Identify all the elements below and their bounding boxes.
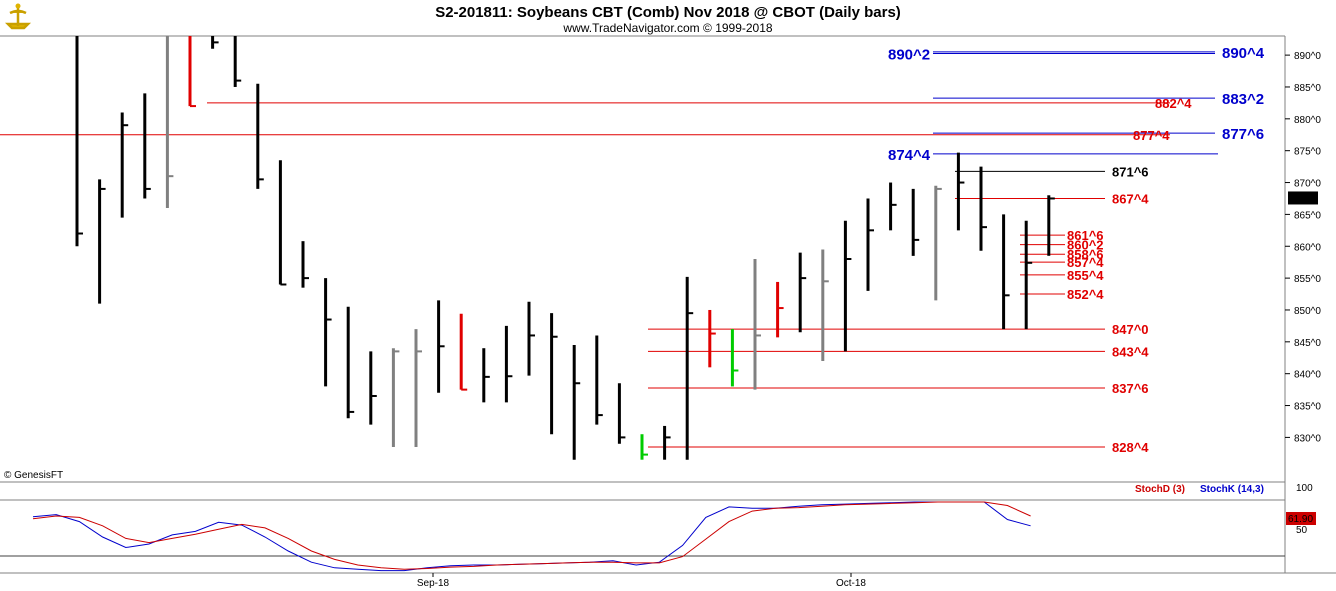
level-label-18: 828^4 <box>1112 440 1149 455</box>
level-label-12: 857^4 <box>1067 255 1104 270</box>
price-tick-label-5: 865^0 <box>1294 210 1321 221</box>
level-label-3: 882^4 <box>1155 96 1192 111</box>
price-tick-label-6: 860^0 <box>1294 242 1321 253</box>
level-label-11: 858^6 <box>1067 247 1104 262</box>
price-tick-label-3: 875^0 <box>1294 147 1321 158</box>
level-label-0: 890^4 <box>1222 45 1265 62</box>
level-label-17: 837^6 <box>1112 381 1149 396</box>
date-tick-label-1: Oct-18 <box>836 578 866 589</box>
last-price-tag: 867^4 <box>1288 191 1318 205</box>
level-label-2: 883^2 <box>1222 91 1264 108</box>
level-label-15: 847^0 <box>1112 322 1149 337</box>
stoch-k-label: StochK (14,3) <box>1200 484 1264 495</box>
price-tick-label-7: 855^0 <box>1294 274 1321 285</box>
level-label-6: 874^4 <box>888 147 931 164</box>
stoch-d-line <box>32 501 1031 570</box>
last-price-value: 867^4 <box>1290 194 1317 205</box>
level-label-5: 877^4 <box>1133 128 1170 143</box>
level-label-14: 852^4 <box>1067 287 1104 302</box>
stoch-d-label: StochD (3) <box>1135 484 1185 495</box>
level-label-4: 877^6 <box>1222 126 1264 143</box>
price-tick-label-9: 845^0 <box>1294 338 1321 349</box>
level-lines <box>0 51 1218 448</box>
level-label-7: 871^6 <box>1112 164 1149 179</box>
genesis-logo-icon <box>3 3 33 31</box>
price-tick-label-8: 850^0 <box>1294 306 1321 317</box>
price-tick-label-10: 840^0 <box>1294 370 1321 381</box>
price-tick-label-0: 890^0 <box>1294 51 1321 62</box>
date-axis: Sep-18 Oct-18 <box>417 573 866 589</box>
stoch-axis-100: 100 <box>1296 483 1313 494</box>
stoch-axis-50: 50 <box>1296 525 1308 536</box>
price-bars <box>75 36 1055 460</box>
level-label-9: 861^6 <box>1067 228 1104 243</box>
level-label-10: 860^2 <box>1067 238 1104 253</box>
price-tick-label-4: 870^0 <box>1294 179 1321 190</box>
level-label-8: 867^4 <box>1112 191 1149 206</box>
chart-subtitle: www.TradeNavigator.com © 1999-2018 <box>562 21 772 35</box>
price-tick-label-12: 830^0 <box>1294 433 1321 444</box>
date-tick-label-0: Sep-18 <box>417 578 450 589</box>
chart-title: S2-201811: Soybeans CBT (Comb) Nov 2018 … <box>435 4 901 21</box>
level-label-1: 890^2 <box>888 47 930 64</box>
copyright-text: © GenesisFT <box>4 470 63 481</box>
level-label-13: 855^4 <box>1067 268 1104 283</box>
stoch-value: 61.90 <box>1288 514 1313 525</box>
stochastic-panel <box>32 501 1031 572</box>
price-tick-label-11: 835^0 <box>1294 402 1321 413</box>
level-label-16: 843^4 <box>1112 344 1149 359</box>
price-axis: 890^0 885^0 880^0 875^0 870^0 865^0 860^0 855^0… <box>1285 51 1321 444</box>
price-tick-label-2: 880^0 <box>1294 115 1321 126</box>
stoch-value-tag: 61.90 <box>1286 512 1316 525</box>
level-labels: 890^4 890^2 883^2 882^4 877^6 877^4 874^4 871^6… <box>888 45 1265 455</box>
price-tick-label-1: 885^0 <box>1294 83 1321 94</box>
